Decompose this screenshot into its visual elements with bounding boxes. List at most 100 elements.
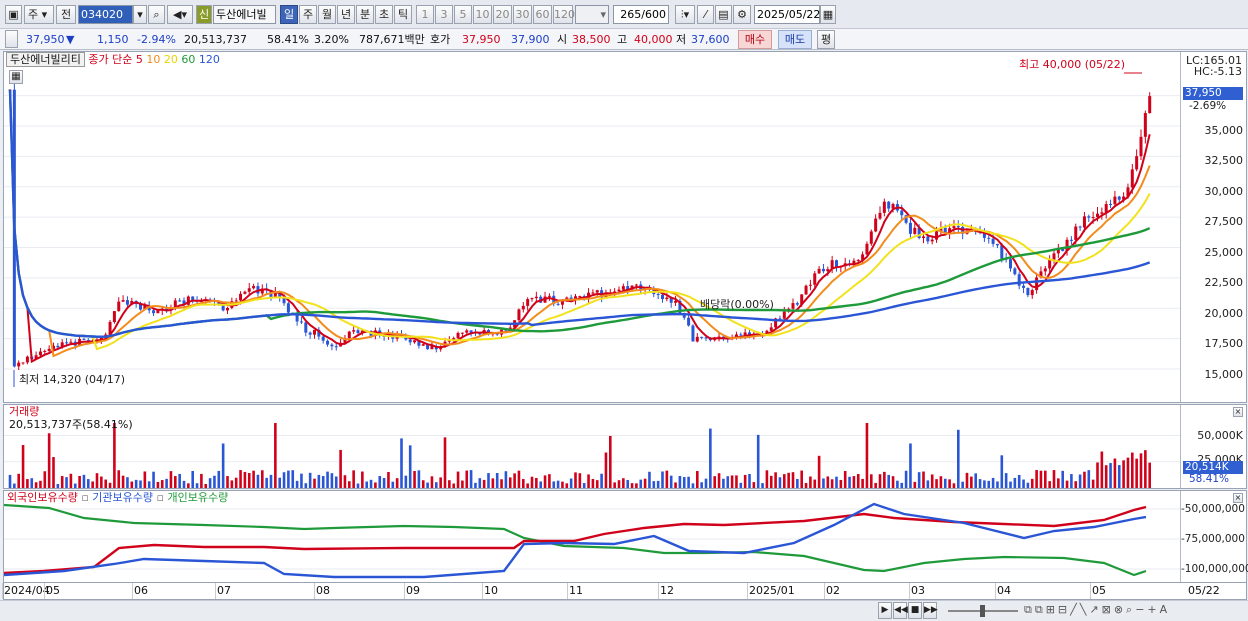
ma10-label[interactable]: 10 — [146, 53, 161, 66]
candle-body — [765, 330, 769, 335]
stock-code-input[interactable]: 034020 — [78, 5, 133, 24]
volume-bar — [87, 479, 90, 488]
interval-1-button[interactable]: 1 — [416, 5, 434, 24]
window-menu-icon[interactable]: ▣ — [5, 5, 22, 24]
price-chart[interactable] — [4, 52, 1180, 402]
candle-body — [452, 338, 456, 341]
candle-body — [347, 331, 351, 339]
period-minute-button[interactable]: 분 — [356, 5, 374, 24]
stop-icon[interactable]: ■ — [908, 602, 922, 619]
volume-bar — [217, 470, 221, 488]
save-icon[interactable]: ▤ — [715, 5, 732, 24]
interval-10-button[interactable]: 10 — [473, 5, 492, 24]
candle-body — [1039, 271, 1043, 278]
prev-button[interactable]: 전 — [56, 5, 76, 24]
candle-body — [743, 332, 747, 336]
period-year-button[interactable]: 년 — [337, 5, 355, 24]
ma5-label[interactable]: 5 — [135, 53, 143, 66]
toggle-icon[interactable] — [5, 30, 18, 48]
candle-body — [352, 330, 356, 332]
ma120-label[interactable]: 120 — [198, 53, 220, 66]
volume-bar — [239, 470, 242, 488]
volume-bar — [769, 475, 773, 488]
foreign-holding-label[interactable]: 외국인보유수량 — [7, 491, 78, 504]
turnover-rate: 3.20% — [314, 33, 349, 46]
interval-60-button[interactable]: 60 — [533, 5, 552, 24]
volume-bar — [500, 479, 503, 488]
interval-120-button[interactable]: 120 — [553, 5, 575, 24]
institution-holding-label[interactable]: 기관보유수량 — [92, 491, 154, 504]
volume-bar — [517, 470, 521, 488]
period-day-button[interactable]: 일 — [280, 5, 298, 24]
sell-button[interactable]: 매도 — [778, 30, 812, 49]
trade-amount: 787,671백만 — [359, 33, 425, 46]
candle-body — [239, 293, 243, 301]
x-axis-tick — [404, 583, 405, 599]
lc-label: LC:165.01 — [1185, 54, 1242, 67]
volume-bar — [1009, 481, 1012, 488]
market-select[interactable]: 주 ▾ — [24, 5, 54, 24]
volume-info: 20,513,737주(58.41%) — [9, 418, 133, 431]
gear-icon[interactable]: ⚙ — [733, 5, 751, 24]
buy-button[interactable]: 매수 — [738, 30, 772, 49]
volume-bar — [817, 455, 821, 488]
period-week-button[interactable]: 주 — [299, 5, 317, 24]
holding-close-icon[interactable]: × — [1233, 493, 1243, 503]
date-input[interactable]: 2025/05/22 — [754, 5, 820, 24]
volume-bar — [561, 481, 564, 488]
last-icon[interactable]: ▶▶ — [923, 602, 938, 619]
candle-body — [1052, 253, 1056, 260]
scroll-right-icon[interactable]: ▶ — [878, 602, 892, 619]
calendar-icon[interactable]: ▦ — [820, 5, 836, 24]
custom-interval-select[interactable]: ▾ — [575, 5, 609, 24]
volume-bar — [1035, 470, 1038, 488]
period-second-button[interactable]: 초 — [375, 5, 393, 24]
candle-body — [1078, 226, 1082, 228]
candle-body — [17, 362, 21, 367]
volume-close-icon[interactable]: × — [1233, 407, 1243, 417]
ma60-label[interactable]: 60 — [181, 53, 196, 66]
candle-body — [221, 305, 225, 311]
shin-badge[interactable]: 신 — [196, 5, 212, 24]
interval-20-button[interactable]: 20 — [493, 5, 512, 24]
volume-bar — [891, 476, 895, 488]
candle-body — [182, 300, 186, 305]
avg-button[interactable]: 평 — [817, 30, 835, 49]
candle-body — [25, 356, 29, 363]
candle-body — [517, 309, 521, 321]
code-dropdown-icon[interactable]: ▾ — [133, 5, 147, 24]
period-tick-button[interactable]: 틱 — [394, 5, 412, 24]
interval-5-button[interactable]: 5 — [454, 5, 472, 24]
first-icon[interactable]: ◀◀ — [893, 602, 908, 619]
candle-body — [926, 236, 930, 242]
volume-bar — [804, 483, 808, 488]
drawing-tools[interactable]: ⧉⧉⊞⊟╱╲↗⊠⊗⌕−+A — [1024, 603, 1171, 616]
candle-body — [426, 344, 430, 350]
volume-bar — [1039, 470, 1043, 488]
sound-icon[interactable]: ◀▾ — [167, 5, 193, 24]
line-tool-icon[interactable]: ⁄ — [697, 5, 714, 24]
interval-3-button[interactable]: 3 — [435, 5, 453, 24]
grid-icon[interactable]: ▦ — [9, 70, 23, 84]
volume-bar — [822, 478, 825, 488]
individual-holding-label[interactable]: 개인보유수량 — [167, 491, 229, 504]
holding-chart[interactable] — [4, 491, 1180, 582]
zoom-slider-handle[interactable] — [980, 605, 985, 617]
search-icon[interactable]: ⌕ — [148, 5, 165, 24]
ma20-label[interactable]: 20 — [163, 53, 178, 66]
x-axis-tick — [824, 583, 825, 599]
period-month-button[interactable]: 월 — [318, 5, 336, 24]
volume-chart[interactable] — [4, 405, 1180, 488]
volume-bar — [1030, 478, 1034, 488]
volume-bar — [287, 470, 290, 488]
candle-body — [165, 308, 169, 310]
candle-body — [656, 294, 660, 296]
candle-type-icon[interactable]: ⫶▾ — [675, 5, 695, 24]
interval-30-button[interactable]: 30 — [513, 5, 532, 24]
volume-bar — [308, 472, 312, 488]
volume-bar — [126, 477, 129, 488]
candle-body — [460, 332, 464, 334]
count-field[interactable]: 265/600 — [613, 5, 669, 24]
candle-body — [217, 301, 221, 306]
volume-bar — [17, 473, 20, 488]
